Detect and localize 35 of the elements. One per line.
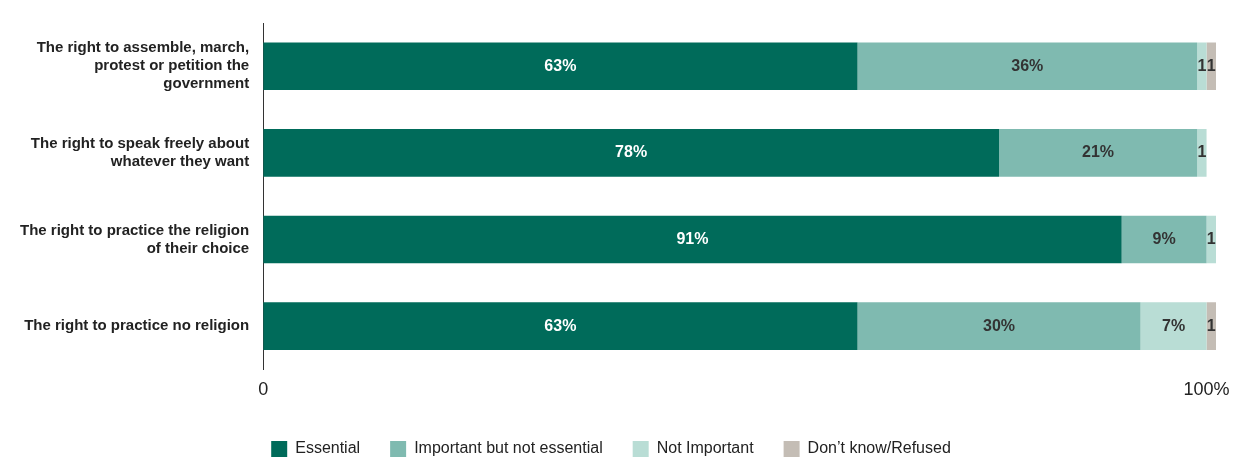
data-label: 78% <box>615 143 648 161</box>
data-label: 63% <box>544 56 577 74</box>
data-label: 1 <box>1206 229 1216 247</box>
data-label: 30% <box>983 316 1016 334</box>
y-tick-label: The right to speak freely about whatever they want <box>30 134 250 170</box>
bar <box>263 129 1000 177</box>
legend-label: Essential <box>295 439 361 457</box>
legend-label: Important but not essential <box>414 439 603 457</box>
bar <box>1121 215 1207 264</box>
data-label: 1 <box>1206 316 1216 334</box>
y-tick-label: The right to assemble, march, protest or petition the government <box>36 38 250 92</box>
data-label: 21% <box>1082 143 1115 161</box>
data-label: 1 <box>1197 56 1207 74</box>
bar <box>263 42 858 91</box>
legend-label: Not Important <box>656 439 755 457</box>
data-label: 1 <box>1197 143 1207 161</box>
bar <box>857 42 1198 91</box>
bar <box>263 302 858 350</box>
x-tick-label: 0 <box>258 379 269 400</box>
bar <box>999 129 1198 177</box>
bar <box>263 215 1122 264</box>
bar <box>857 302 1141 350</box>
data-label: 7% <box>1161 316 1186 334</box>
y-tick-label: The right to practice the religion of their choice <box>19 220 250 256</box>
data-label: 1 <box>1206 56 1216 74</box>
y-tick-label: The right to practice no religion <box>24 316 250 334</box>
data-label: 9% <box>1152 229 1176 247</box>
data-label: 63% <box>544 316 577 334</box>
x-tick-label: 100% <box>1183 379 1230 400</box>
data-label: 36% <box>1011 56 1044 74</box>
legend-label: Don’t know/Refused <box>807 439 951 457</box>
bar <box>1197 129 1207 177</box>
bar <box>1140 302 1207 350</box>
data-label: 91% <box>676 229 709 247</box>
bar <box>1197 42 1207 91</box>
